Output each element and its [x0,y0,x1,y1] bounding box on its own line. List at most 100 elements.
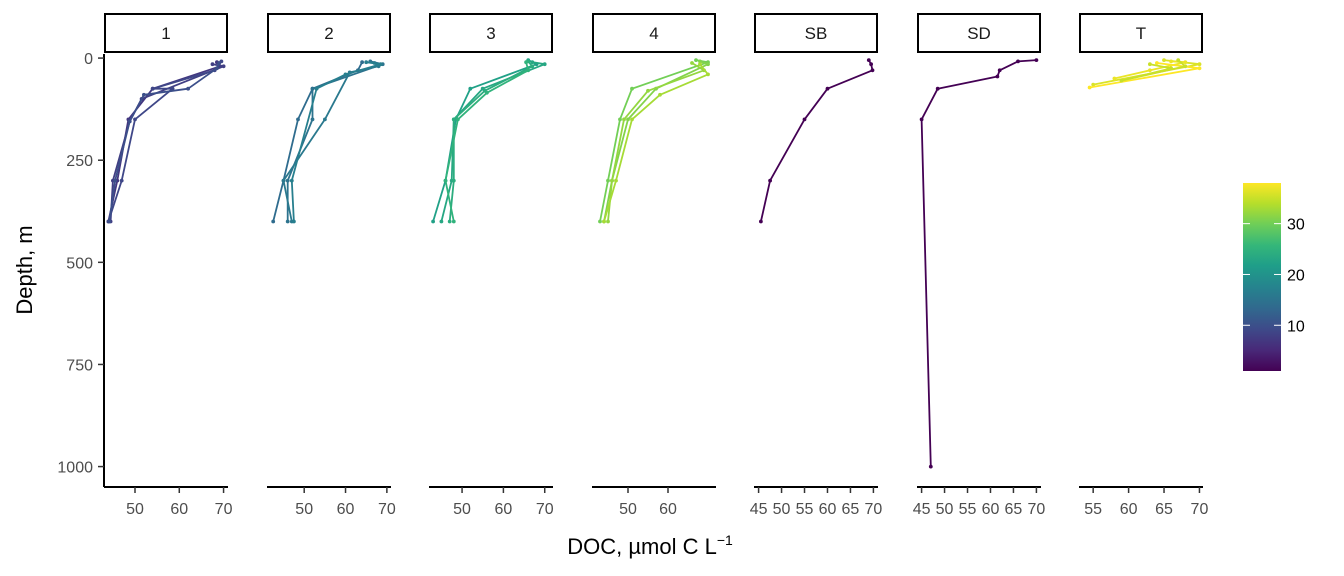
data-point [217,61,222,65]
facet-strip-sb [754,13,878,53]
data-point [285,178,290,183]
data-point [431,219,435,224]
y-tick-label: 1000 [57,460,93,477]
data-point [281,178,286,183]
series-line [281,61,381,224]
data-point [485,90,489,95]
data-point [626,117,630,122]
data-point [997,68,1002,73]
data-point [107,219,112,224]
facet-strip-3 [429,13,553,53]
series-line [107,61,222,224]
x-tick-label: 60 [170,501,188,518]
data-point [170,86,175,91]
x-tick-label: 60 [982,501,1000,518]
data-point [1119,78,1124,83]
data-point [292,219,296,224]
x-tick-label: 65 [842,501,860,518]
data-point [658,92,662,97]
data-point [296,117,300,122]
series-line [285,59,385,224]
x-tick-label: 50 [126,501,144,518]
facet-strip-label: 1 [161,24,170,43]
data-point [694,58,698,62]
data-point [935,86,940,91]
facet-panel-4: 4 50 60 [592,13,716,518]
panels: 1 50 60 70 2 50 60 70 3 50 60 70 4 50 60 SB 45 50 55 60 65 70… [104,13,1208,518]
data-point [869,62,873,67]
data-point [706,62,710,67]
data-point [119,178,124,183]
data-point [1197,66,1202,71]
data-point [451,117,456,122]
data-point [150,86,155,91]
data-point [289,178,294,183]
y-tick-label: 500 [66,255,93,272]
y-axis: 0 250 500 750 1000 [57,51,105,487]
y-axis-title: Depth, m [12,225,37,314]
series-line [447,59,535,224]
series-path [603,63,709,222]
x-tick-label: 60 [337,501,355,518]
x-tick-label: 70 [215,501,233,518]
x-tick-label: 50 [295,501,313,518]
data-point [1148,62,1152,67]
x-axis-title-superscript: −1 [717,532,733,548]
series-line [271,60,364,224]
data-point [928,464,933,469]
data-point [1087,85,1092,90]
facet-strip-label: SD [967,24,991,43]
data-point [524,60,528,65]
data-point [215,66,219,71]
series-line [759,58,875,224]
x-tick-label: 65 [1005,501,1023,518]
data-point [378,62,383,67]
data-point [698,59,702,64]
x-tick-label: 60 [819,501,837,518]
x-tick-label: 70 [378,501,396,518]
y-tick-label: 0 [84,51,93,68]
data-point [690,61,694,65]
data-point [610,178,614,183]
data-point [468,86,473,91]
data-point [210,62,215,67]
series-path [440,61,546,222]
series-path [290,61,382,222]
series-path [599,59,709,222]
x-tick-label: 65 [1155,501,1173,518]
data-point [133,117,137,122]
x-tick-label: 70 [865,501,883,518]
data-point [598,219,602,224]
data-point [142,92,146,97]
colorbar-tick-label: 30 [1287,217,1305,234]
data-point [360,60,364,65]
facet-panel-t: T 55 60 65 70 [1079,13,1208,518]
facet-strip-label: T [1136,24,1146,43]
data-point [606,219,610,224]
series-path [282,62,380,222]
data-point [768,178,772,183]
data-point [1183,60,1188,65]
data-point [1148,68,1152,73]
data-point [630,86,634,91]
x-tick-label: 50 [453,501,471,518]
data-point [995,74,1000,79]
data-point [870,68,875,73]
data-point [451,219,456,224]
facet-strip-label: SB [805,24,828,43]
data-point [1162,58,1166,62]
data-point [186,86,191,91]
data-point [113,178,117,183]
data-point [706,72,710,77]
data-point [314,86,319,91]
colorbar-tick-label: 10 [1287,318,1305,335]
data-point [456,117,460,122]
series-path [760,59,874,222]
data-point [323,117,327,122]
data-point [1034,58,1039,62]
colorbar-legend: 10 20 30 [1243,183,1305,371]
facet-strip-t [1079,13,1203,53]
facet-strip-1 [104,13,228,53]
series-line [1087,61,1202,90]
